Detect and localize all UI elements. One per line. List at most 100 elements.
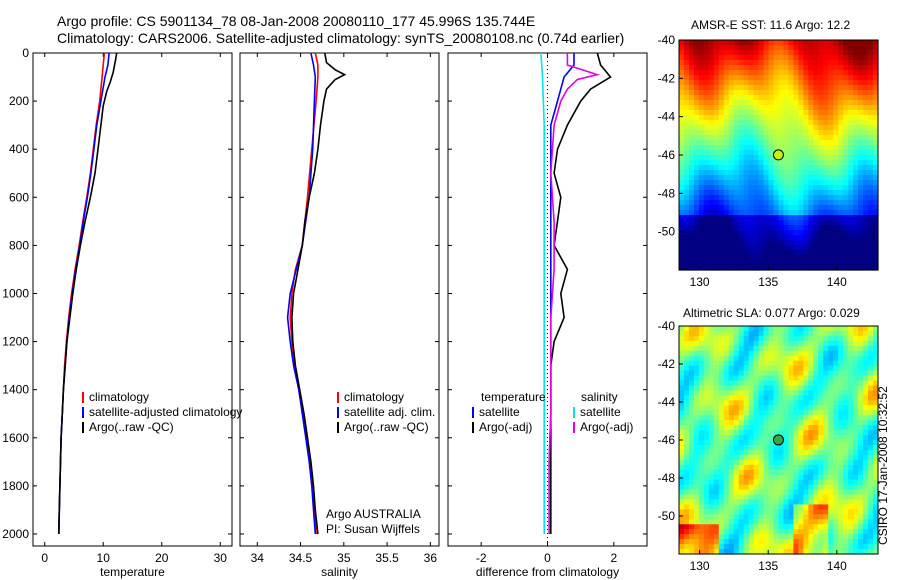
sla-map-cell	[703, 469, 710, 476]
sst-map-cell	[743, 50, 750, 56]
sla-map-cell	[838, 425, 844, 431]
sla-map-cell	[718, 375, 725, 382]
sla-map-cell	[803, 355, 809, 362]
sla-map-cell	[708, 326, 715, 332]
sst-map-cell	[823, 155, 829, 161]
sla-map-cell	[803, 484, 809, 491]
sla-map-cell	[713, 459, 720, 466]
sst-map-cell	[738, 230, 745, 236]
sst-map-cell	[743, 210, 750, 216]
sst-map-cell	[783, 225, 790, 231]
sla-map-cell	[763, 370, 770, 377]
sst-map-cell	[753, 160, 760, 166]
sla-map-cell	[793, 340, 799, 347]
sla-map-cell	[788, 355, 795, 362]
sla-map-cell	[853, 514, 859, 520]
sla-map-cell	[703, 474, 710, 481]
sst-map-cell	[713, 120, 720, 126]
sla-map-cell	[743, 449, 750, 456]
sla-map-cell	[783, 410, 790, 416]
sst-map-cell	[848, 40, 854, 46]
sla-map-cell	[728, 380, 735, 387]
sla-map-cell	[778, 350, 785, 357]
sst-map-cell	[718, 160, 725, 166]
sla-map-cell	[723, 420, 730, 426]
sla-map-cell	[873, 449, 879, 456]
sst-map-cell	[788, 180, 795, 186]
sla-map-cell	[863, 375, 869, 382]
sla-map-cell	[833, 375, 839, 382]
sla-map-cell	[823, 395, 829, 401]
sst-map-cell	[738, 210, 745, 216]
sst-map-cell	[848, 255, 854, 261]
sla-map-cell	[808, 549, 814, 555]
sla-map-cell	[688, 484, 695, 491]
sla-map-cell	[738, 400, 745, 406]
sst-map-cell	[778, 190, 785, 196]
sla-map-cell	[708, 420, 715, 426]
sla-map-cell	[683, 425, 690, 431]
sst-map-cell	[698, 160, 705, 166]
sst-map-cell	[703, 115, 710, 121]
sst-map-cell	[683, 75, 690, 81]
sla-map-cell	[798, 326, 804, 332]
sla-map-cell	[688, 519, 695, 525]
sla-map-cell	[688, 479, 695, 486]
sla-map-cell	[808, 365, 814, 372]
sst-map-cell	[688, 75, 695, 81]
sst-map-cell	[788, 240, 795, 246]
sla-map-cell	[733, 380, 740, 387]
sst-map-cell	[838, 60, 844, 66]
sst-map-cell	[703, 95, 710, 101]
sla-map-cell	[708, 484, 715, 491]
difference-xtick-label: 2	[610, 551, 617, 565]
sst-map-cell	[703, 260, 710, 266]
sla-map-cell	[718, 425, 725, 431]
sst-map-cell	[733, 140, 740, 146]
sla-map-ytick-label: -50	[658, 509, 676, 523]
sst-map-cell	[843, 75, 849, 81]
sla-map-cell	[679, 375, 685, 382]
sla-map-title: Altimetric SLA: 0.077 Argo: 0.029	[683, 306, 860, 320]
sla-map-cell	[698, 489, 705, 496]
sla-map-cell	[793, 474, 799, 481]
sla-map-cell	[788, 350, 795, 357]
sla-map-cell	[748, 420, 755, 426]
sla-map-cell	[808, 479, 814, 486]
sla-map-cell	[768, 405, 775, 411]
sla-map: 130 135 140-40-42-44-46-48-50	[658, 319, 879, 573]
sla-map-cell	[823, 430, 829, 436]
sla-map-cell	[813, 440, 819, 446]
sst-map-cell	[863, 190, 869, 196]
sst-map-cell	[743, 220, 750, 226]
sst-map-cell	[758, 200, 765, 206]
sst-map-cell	[853, 120, 859, 126]
sst-map-cell	[698, 140, 705, 146]
sst-map-cell	[873, 60, 879, 66]
sla-map-cell	[758, 385, 765, 392]
sst-map-cell	[828, 115, 834, 121]
sla-map-cell	[693, 454, 700, 461]
sla-map-cell	[798, 405, 804, 411]
sst-map-cell	[873, 205, 879, 211]
sla-map-cell	[808, 529, 814, 535]
sla-map-cell	[823, 340, 829, 347]
sla-map-cell	[808, 440, 814, 446]
sla-map-cell	[753, 544, 760, 550]
sst-map-cell	[688, 150, 695, 156]
sst-map-cell	[753, 165, 760, 171]
sla-map-cell	[873, 390, 879, 396]
sst-map-cell	[679, 220, 685, 226]
sla-map-cell	[843, 484, 849, 491]
sst-map-cell	[803, 200, 809, 206]
sst-map-cell	[743, 250, 750, 256]
sst-map-cell	[688, 255, 695, 261]
sla-map-cell	[773, 420, 780, 426]
sla-map-cell	[848, 345, 854, 352]
sla-map-cell	[763, 449, 770, 456]
sst-map-cell	[723, 220, 730, 226]
sla-map-cell	[868, 340, 874, 347]
sst-map-cell	[868, 105, 874, 111]
sla-map-cell	[733, 539, 740, 545]
sla-map-cell	[748, 444, 755, 451]
